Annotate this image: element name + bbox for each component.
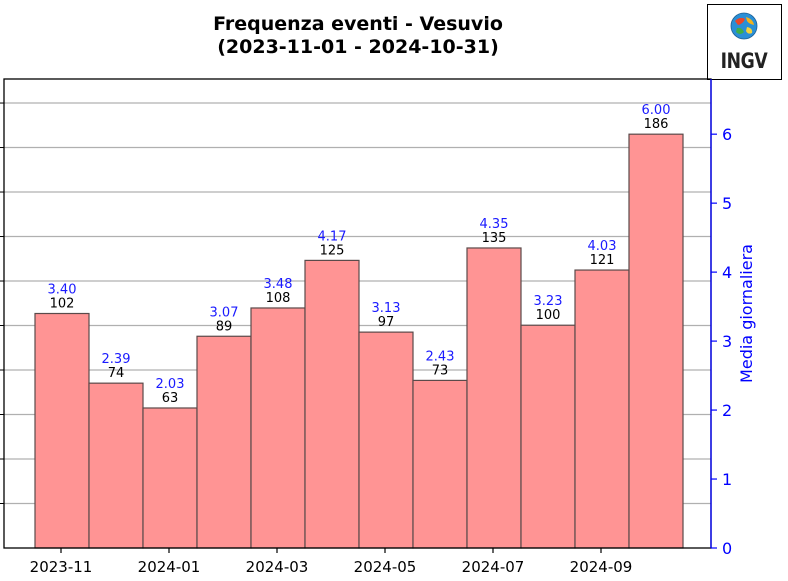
avg-label: 3.40	[48, 283, 77, 298]
count-label: 125	[320, 243, 345, 258]
bar	[466, 247, 522, 549]
x-tick-label: 2024-05	[354, 558, 417, 576]
avg-label: 2.43	[426, 349, 455, 364]
right-tick-label: 5	[722, 194, 732, 213]
bars	[34, 133, 684, 549]
right-tick-label: 4	[722, 263, 732, 282]
bar	[250, 307, 306, 549]
bar	[142, 407, 198, 549]
avg-label: 2.03	[156, 377, 185, 392]
bar	[88, 382, 144, 549]
bar	[628, 133, 684, 549]
bar	[34, 312, 90, 549]
right-tick-label: 2	[722, 401, 732, 420]
bar	[520, 324, 576, 549]
chart-title-line2: (2023-11-01 - 2024-10-31)	[217, 36, 499, 58]
right-tick-label: 0	[722, 539, 732, 558]
avg-label: 3.23	[534, 294, 563, 309]
x-tick-label: 2024-01	[138, 558, 201, 576]
bar	[196, 335, 252, 549]
bar	[574, 269, 630, 549]
x-axis: 2023-11 2024-01 2024-03 2024-05 2024-07 2024-…	[30, 548, 633, 576]
left-axis-ticks	[0, 102, 4, 505]
chart-title: Frequenza eventi - Vesuvio (2023-11-01 -…	[0, 13, 716, 59]
bar	[358, 331, 414, 549]
avg-label: 3.13	[372, 301, 401, 316]
count-label: 186	[644, 117, 669, 132]
avg-label: 4.17	[318, 229, 347, 244]
avg-label: 6.00	[642, 103, 671, 118]
x-tick-label: 2024-09	[570, 558, 633, 576]
right-axis: 0 1 2 3 4 5 6 Media giornaliera	[710, 79, 756, 558]
globe-icon	[730, 12, 758, 40]
bar	[304, 259, 360, 549]
logo-text: INGV	[720, 49, 768, 73]
ingv-logo: INGV	[707, 4, 782, 80]
count-label: 89	[216, 319, 233, 334]
bar	[412, 379, 468, 549]
chart-title-line1: Frequenza eventi - Vesuvio	[213, 13, 503, 35]
count-label: 108	[266, 291, 291, 306]
right-tick-label: 3	[722, 332, 732, 351]
right-tick-label: 6	[722, 125, 732, 144]
count-label: 63	[162, 391, 179, 406]
x-tick-label: 2024-03	[246, 558, 309, 576]
avg-label: 3.07	[210, 305, 239, 320]
count-label: 135	[482, 231, 507, 246]
avg-label: 3.48	[264, 277, 293, 292]
right-axis-label: Media giornaliera	[737, 244, 756, 383]
count-label: 100	[536, 308, 561, 323]
x-tick-label: 2024-07	[462, 558, 525, 576]
count-label: 97	[378, 315, 395, 330]
count-label: 74	[108, 366, 125, 381]
avg-label: 2.39	[102, 352, 131, 367]
count-label: 73	[432, 363, 449, 378]
count-label: 121	[590, 253, 615, 268]
count-label: 102	[50, 297, 75, 312]
x-tick-label: 2023-11	[30, 558, 93, 576]
avg-label: 4.35	[480, 217, 509, 232]
right-tick-label: 1	[722, 470, 732, 489]
avg-label: 4.03	[588, 239, 617, 254]
